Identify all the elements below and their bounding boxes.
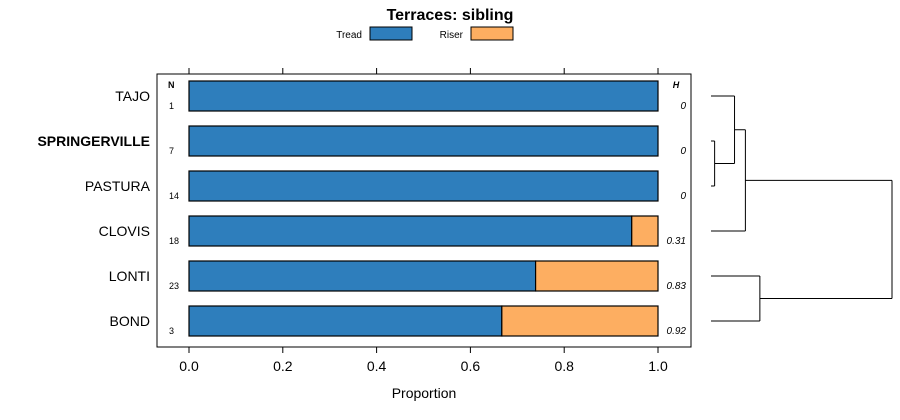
row-n-value: 3 — [169, 326, 174, 336]
x-tick-label: 0.8 — [554, 358, 574, 374]
bar-segment-riser — [534, 260, 659, 292]
bar-segment-tread — [188, 215, 633, 247]
bar-segment-riser — [631, 215, 659, 247]
row-label: TAJO — [115, 88, 150, 104]
bar-segment-tread — [188, 305, 503, 337]
bar-row: BOND 3 0.92 — [110, 305, 687, 337]
x-tick-label: 0.6 — [461, 358, 481, 374]
bar-segment-tread — [188, 260, 537, 292]
row-n-value: 1 — [169, 101, 174, 111]
n-column-header: N — [168, 80, 175, 90]
h-column-header: H — [673, 80, 680, 90]
row-label: PASTURA — [85, 178, 151, 194]
bar-row: LONTI 23 0.83 — [109, 260, 687, 292]
x-axis: 0.0 0.2 0.4 0.6 0.8 1.0 — [179, 68, 668, 374]
row-n-value: 7 — [169, 146, 174, 156]
bar-segment-tread — [188, 170, 659, 202]
row-h-value: 0.92 — [667, 326, 687, 337]
legend-label-tread: Tread — [336, 30, 362, 41]
dendrogram — [711, 95, 893, 322]
legend: Tread Riser — [336, 26, 514, 41]
row-label: LONTI — [109, 268, 150, 284]
bar-segment-tread — [188, 80, 659, 112]
row-h-value: 0 — [680, 191, 686, 202]
legend-swatch-riser — [470, 26, 514, 41]
row-h-value: 0.31 — [667, 236, 686, 247]
legend-swatch-tread — [369, 26, 413, 41]
x-tick-label: 0.2 — [273, 358, 293, 374]
row-n-value: 23 — [169, 281, 179, 291]
row-h-value: 0 — [680, 101, 686, 112]
row-n-value: 18 — [169, 236, 179, 246]
x-tick-label: 1.0 — [648, 358, 668, 374]
x-tick-label: 0.0 — [179, 358, 199, 374]
bar-row: CLOVIS 18 0.31 — [99, 215, 686, 247]
row-label: SPRINGERVILLE — [37, 133, 150, 149]
chart-title: Terraces: sibling — [387, 7, 514, 24]
x-axis-label: Proportion — [392, 385, 457, 401]
bar-rows: TAJO 1 0 SPRINGERVILLE 7 0 PASTURA 14 0 CLOVIS 18 0… — [37, 80, 687, 337]
bar-segment-tread — [188, 125, 659, 157]
row-h-value: 0.83 — [667, 281, 687, 292]
legend-label-riser: Riser — [440, 30, 464, 41]
bar-segment-riser — [501, 305, 659, 337]
bar-row: SPRINGERVILLE 7 0 — [37, 125, 686, 157]
plot-frame — [156, 73, 692, 348]
bar-row: PASTURA 14 0 — [85, 170, 686, 202]
x-tick-label: 0.4 — [367, 358, 387, 374]
row-label: BOND — [110, 313, 150, 329]
row-h-value: 0 — [680, 146, 686, 157]
row-n-value: 14 — [169, 191, 179, 201]
row-label: CLOVIS — [99, 223, 150, 239]
bar-row: TAJO 1 0 — [115, 80, 686, 112]
